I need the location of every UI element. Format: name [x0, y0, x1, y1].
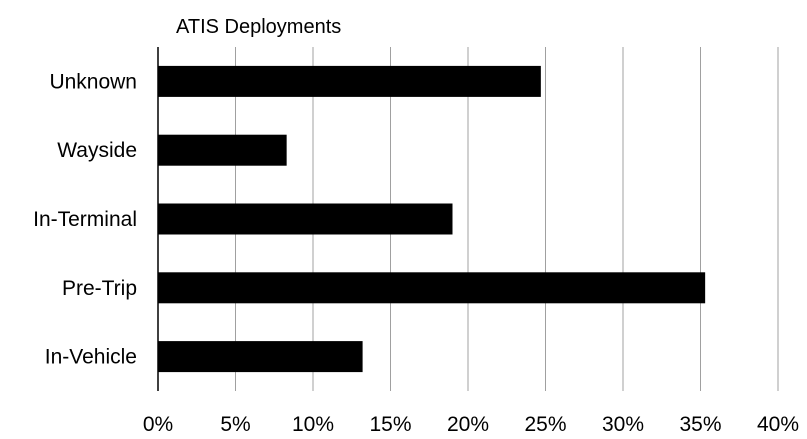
bar-pre-trip: [158, 272, 706, 304]
x-tick-label: 20%: [447, 413, 489, 436]
bar-unknown: [158, 65, 541, 97]
x-tick-label: 30%: [602, 413, 644, 436]
category-label: In-Terminal: [33, 208, 137, 231]
x-tick-labels: 0% 5% 10% 15% 20% 25% 30% 35% 40%: [143, 413, 799, 436]
x-tick-label: 5%: [220, 413, 250, 436]
x-tick-label: 15%: [369, 413, 411, 436]
x-tick-label: 0%: [143, 413, 173, 436]
x-tick-label: 35%: [679, 413, 721, 436]
category-label: Unknown: [49, 70, 137, 93]
chart-title: ATIS Deployments: [176, 16, 341, 38]
x-tick-label: 10%: [292, 413, 334, 436]
bar-in-terminal: [158, 203, 453, 235]
bars: [158, 65, 706, 373]
bar-in-vehicle: [158, 341, 363, 373]
x-tick-label: 40%: [757, 413, 799, 436]
category-label: Pre-Trip: [62, 277, 137, 300]
category-label: Wayside: [57, 139, 137, 162]
category-labels: Unknown Wayside In-Terminal Pre-Trip In-Vehi…: [33, 70, 137, 368]
category-label: In-Vehicle: [45, 346, 137, 369]
bar-wayside: [158, 134, 287, 166]
x-tick-label: 25%: [524, 413, 566, 436]
